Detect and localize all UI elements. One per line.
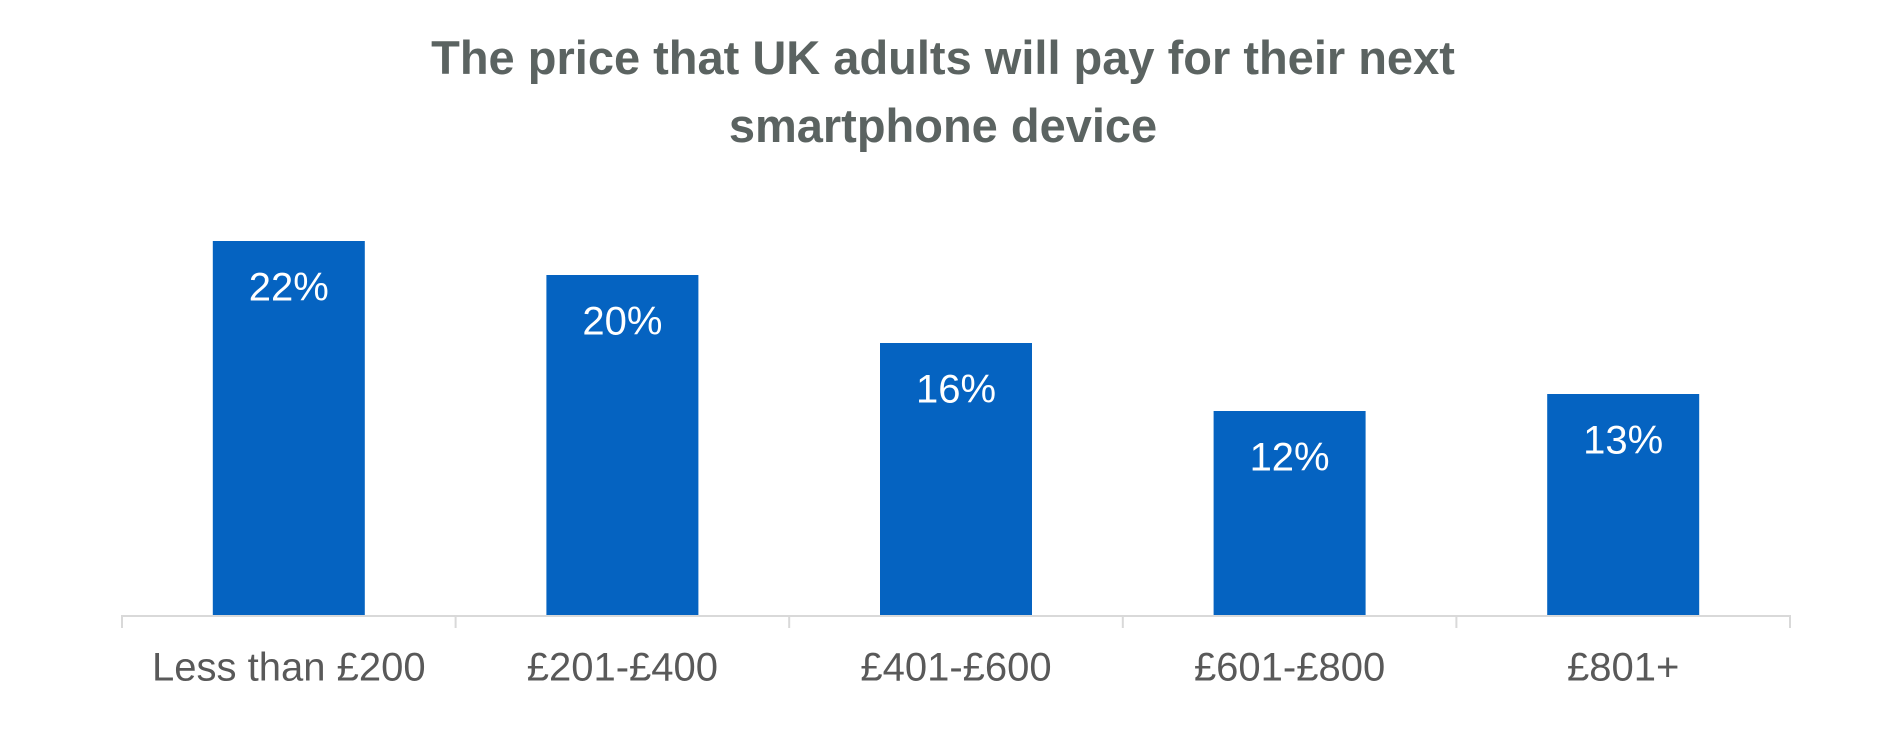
x-tick-label: £801+ — [1567, 646, 1679, 690]
bar — [1213, 411, 1366, 615]
value-label: 20% — [582, 300, 662, 344]
value-label: 16% — [916, 368, 996, 412]
x-tick-label: £401-£600 — [860, 646, 1051, 690]
x-tick-label: £201-£400 — [527, 646, 718, 690]
x-tick-label: Less than £200 — [152, 646, 426, 690]
bar — [546, 275, 699, 615]
x-tick-label: £601-£800 — [1194, 646, 1385, 690]
value-label: 22% — [249, 266, 329, 310]
value-label: 12% — [1250, 436, 1330, 480]
bar — [880, 343, 1032, 615]
bar — [212, 241, 365, 615]
chart-title: The price that UK adults will pay for th… — [431, 31, 1455, 152]
bar — [1547, 394, 1700, 615]
value-label: 13% — [1583, 419, 1663, 463]
